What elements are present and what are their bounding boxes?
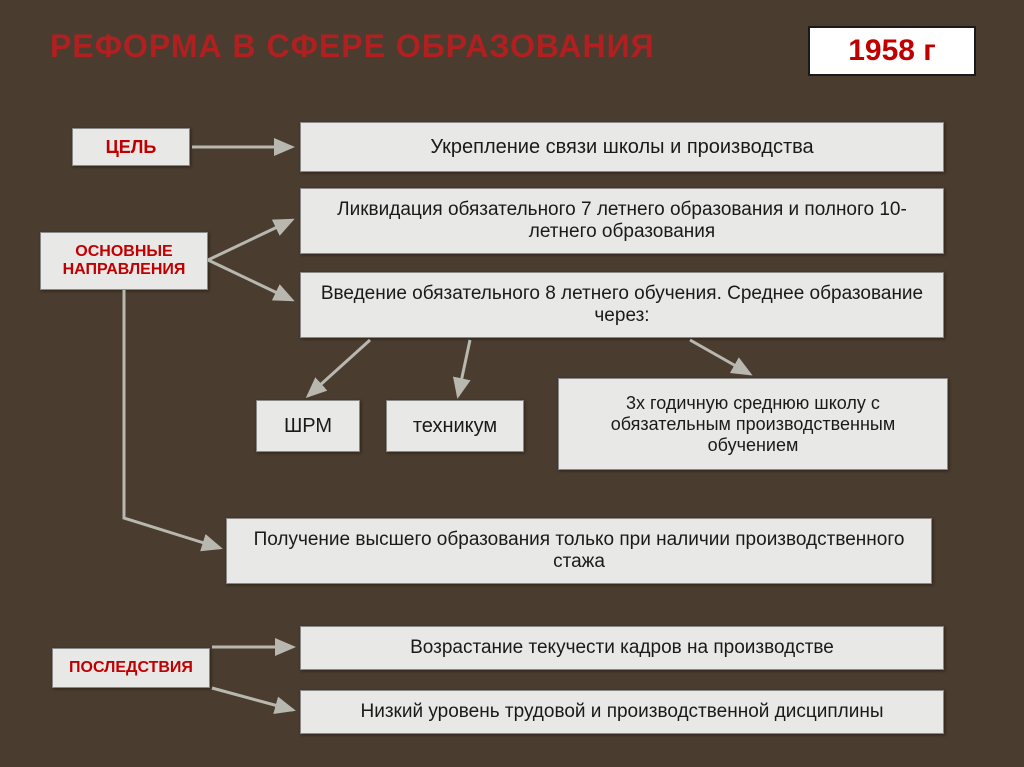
box-text: Получение высшего образования только при…: [237, 529, 921, 573]
box-text: Введение обязательного 8 летнего обучени…: [311, 283, 933, 327]
box-text: Ликвидация обязательного 7 летнего образ…: [311, 199, 933, 243]
slide-title: РЕФОРМА В СФЕРЕ ОБРАЗОВАНИЯ: [50, 28, 655, 65]
box-text: Возрастание текучести кадров на производ…: [410, 637, 834, 659]
box-direction-2: Введение обязательного 8 летнего обучени…: [300, 272, 944, 338]
box-text: ШРМ: [284, 415, 332, 438]
box-goal-content: Укрепление связи школы и производства: [300, 122, 944, 172]
box-consequence-1: Возрастание текучести кадров на производ…: [300, 626, 944, 670]
label-consequences-text: ПОСЛЕДСТВИЯ: [69, 659, 193, 677]
box-consequence-2: Низкий уровень трудовой и производственн…: [300, 690, 944, 734]
box-3year-school: 3х годичную среднюю школу с обязательным…: [558, 378, 948, 470]
box-technikum: техникум: [386, 400, 524, 452]
box-text: Низкий уровень трудовой и производственн…: [360, 701, 883, 723]
year-badge: 1958 г: [808, 26, 976, 76]
box-direction-1: Ликвидация обязательного 7 летнего образ…: [300, 188, 944, 254]
box-higher-ed: Получение высшего образования только при…: [226, 518, 932, 584]
label-directions-text: ОСНОВНЫЕ НАПРАВЛЕНИЯ: [49, 243, 199, 279]
box-text: 3х годичную среднюю школу с обязательным…: [569, 393, 937, 456]
label-directions: ОСНОВНЫЕ НАПРАВЛЕНИЯ: [40, 232, 208, 290]
box-text: техникум: [413, 415, 497, 438]
label-goal: ЦЕЛЬ: [72, 128, 190, 166]
label-consequences: ПОСЛЕДСТВИЯ: [52, 648, 210, 688]
box-text: Укрепление связи школы и производства: [430, 136, 813, 159]
label-goal-text: ЦЕЛЬ: [106, 137, 157, 158]
box-shrm: ШРМ: [256, 400, 360, 452]
year-text: 1958 г: [848, 34, 936, 68]
